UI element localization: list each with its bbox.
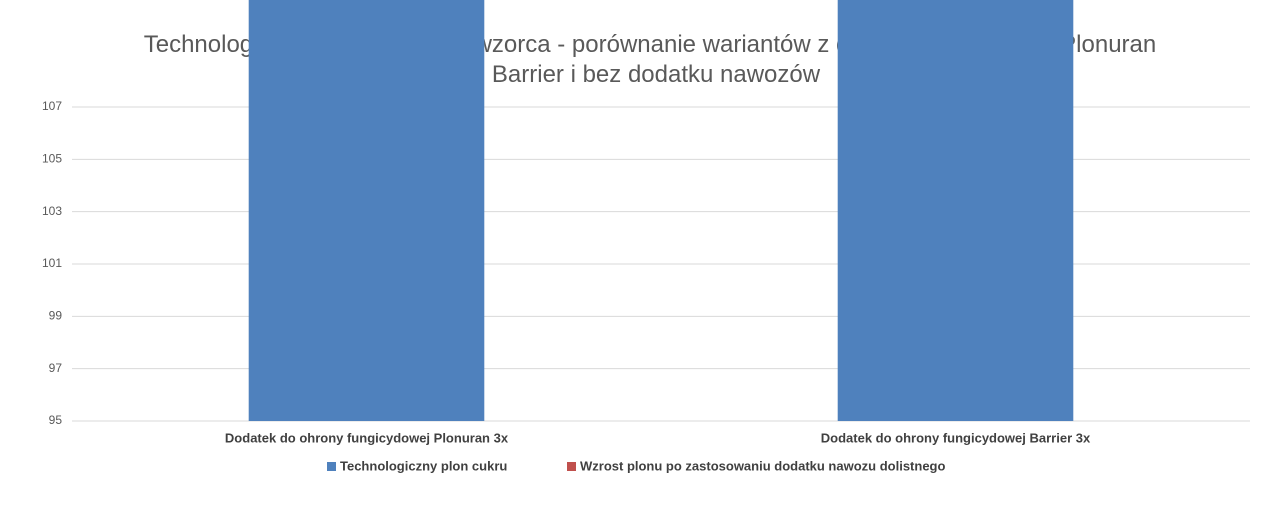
- y-tick-label: 103: [42, 204, 62, 218]
- bar-segment: [837, 0, 1074, 421]
- x-tick-label: Dodatek do ohrony fungicydowej Plonuran …: [225, 430, 509, 445]
- legend-label: Wzrost plonu po zastosowaniu dodatku naw…: [580, 458, 945, 473]
- y-tick-label: 101: [42, 256, 62, 270]
- y-tick-label: 105: [42, 152, 62, 166]
- y-tick-label: 99: [49, 309, 63, 323]
- legend-swatch: [327, 462, 336, 471]
- legend-label: Technologiczny plon cukru: [340, 458, 507, 473]
- legend-swatch: [567, 462, 576, 471]
- y-tick-label: 97: [49, 361, 63, 375]
- x-tick-label: Dodatek do ohrony fungicydowej Barrier 3…: [821, 430, 1091, 445]
- bar-segment: [248, 0, 485, 421]
- y-tick-label: 95: [49, 413, 63, 427]
- y-tick-label: 107: [42, 99, 62, 113]
